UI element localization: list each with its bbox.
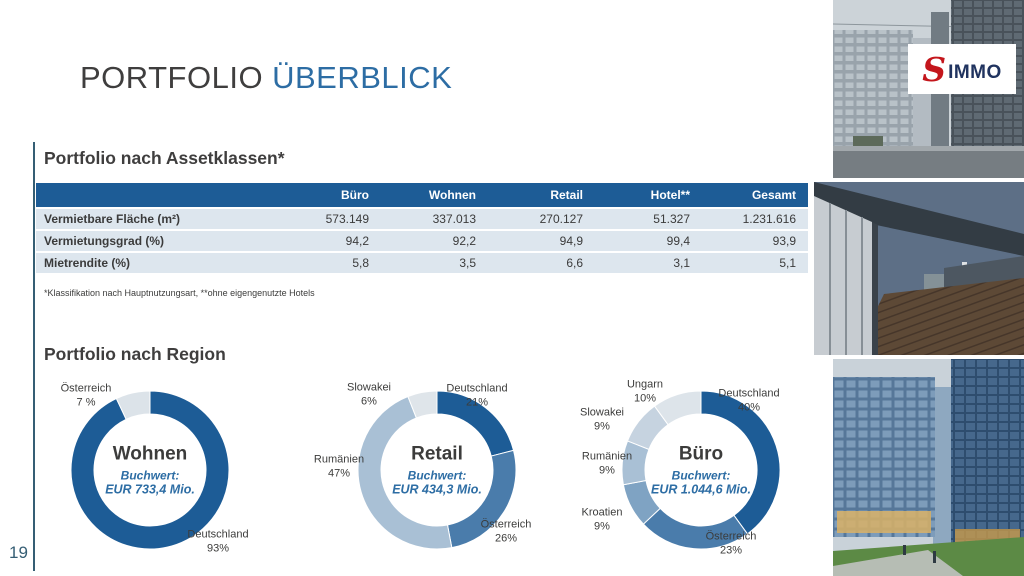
donut-center-wohnen: Wohnen Buchwert: EUR 733,4 Mio. xyxy=(105,444,195,497)
chart-label-text: Österreich xyxy=(480,518,532,531)
page-number: 19 xyxy=(9,543,28,562)
cell-value: 93,9 xyxy=(702,230,808,253)
chart-label-text: Deutschland xyxy=(718,387,780,400)
chart-label-buero-slowakei: Slowakei 9% xyxy=(580,406,624,435)
col-header-wohnen: Wohnen xyxy=(381,183,488,209)
table-row-flaeche: Vermietbare Fläche (m²) 573.149 337.013 … xyxy=(36,208,808,231)
chart-label-text: Österreich xyxy=(60,382,112,395)
col-header-hotel: Hotel** xyxy=(595,183,702,209)
chart-label-pct: 93% xyxy=(206,543,230,555)
chart-label-pct: 9% xyxy=(599,465,615,477)
cell-value: 5,8 xyxy=(274,252,381,275)
chart-label-buero-ungarn: Ungarn 10% xyxy=(627,378,663,407)
cell-value: 51.327 xyxy=(595,208,702,231)
donut-segment-ungarn xyxy=(653,390,702,426)
chart-title: Büro xyxy=(678,443,724,465)
chart-label-buero-deutschland: Deutschland 40% xyxy=(718,387,779,416)
row-label: Vermietbare Fläche (m²) xyxy=(36,208,274,231)
chart-label-buero-oesterreich: Österreich 23% xyxy=(706,530,757,559)
chart-label-text: Kroatien xyxy=(581,506,623,519)
chart-label-retail-deutschland: Deutschland 21% xyxy=(446,382,507,411)
donut-segment-österreich xyxy=(115,390,151,420)
col-header-buero: Büro xyxy=(274,183,381,209)
cell-value: 270.127 xyxy=(488,208,595,231)
cell-value: 92,2 xyxy=(381,230,488,253)
chart-label-buero-kroatien: Kroatien 9% xyxy=(582,506,623,535)
col-header-gesamt: Gesamt xyxy=(702,183,808,209)
assetklassen-table: Büro Wohnen Retail Hotel** Gesamt Vermie… xyxy=(36,183,808,275)
buchwert-label: Buchwert: xyxy=(120,468,180,483)
chart-label-text: Slowakei xyxy=(579,406,625,419)
donut-segment-deutschland xyxy=(70,390,230,550)
chart-label-pct: 23% xyxy=(719,545,743,557)
donut-chart-retail xyxy=(357,390,517,550)
cell-value: 3,5 xyxy=(381,252,488,275)
chart-label-pct: 21% xyxy=(465,397,489,409)
chart-label-text: Deutschland xyxy=(446,382,508,395)
section-title-assetklassen: Portfolio nach Assetklassen* xyxy=(44,148,285,168)
chart-label-text: Österreich xyxy=(705,530,757,543)
logo-s-mark: S xyxy=(922,49,947,89)
buchwert-label: Buchwert: xyxy=(671,468,731,483)
chart-label-pct: 10% xyxy=(633,393,657,405)
chart-label-pct: 47% xyxy=(327,468,351,480)
page-title-main: PORTFOLIO xyxy=(80,60,264,95)
buchwert-value: EUR 733,4 Mio. xyxy=(105,482,195,497)
chart-label-pct: 7 % xyxy=(76,397,96,409)
table-row-vermietungsgrad: Vermietungsgrad (%) 94,2 92,2 94,9 99,4 … xyxy=(36,230,808,253)
cell-value: 94,9 xyxy=(488,230,595,253)
chart-label-buero-rumaenien: Rumänien 9% xyxy=(582,450,632,479)
table-row-mietrendite: Mietrendite (%) 5,8 3,5 6,6 3,1 5,1 xyxy=(36,252,808,275)
donut-segment-rumänien xyxy=(357,395,453,550)
chart-label-retail-slowakei: Slowakei 6% xyxy=(347,381,391,410)
page-title-accent: ÜBERBLICK xyxy=(272,60,453,95)
section-title-region: Portfolio nach Region xyxy=(44,344,226,364)
donut-center-buero: Büro Buchwert: EUR 1.044,6 Mio. xyxy=(651,444,751,497)
buchwert-value: EUR 434,3 Mio. xyxy=(392,482,482,497)
cell-value: 337.013 xyxy=(381,208,488,231)
cell-value: 99,4 xyxy=(595,230,702,253)
cell-value: 6,6 xyxy=(488,252,595,275)
chart-label-pct: 6% xyxy=(361,396,377,408)
photo-terrace xyxy=(814,182,1024,355)
chart-label-pct: 26% xyxy=(494,533,518,545)
chart-label-retail-oesterreich: Österreich 26% xyxy=(481,518,532,547)
chart-title: Wohnen xyxy=(112,443,188,465)
chart-label-text: Rumänien xyxy=(313,453,365,466)
chart-label-wohnen-deutschland: Deutschland 93% xyxy=(187,528,248,557)
photo-glass-buildings xyxy=(833,359,1024,576)
vertical-divider xyxy=(33,142,35,571)
cell-value: 573.149 xyxy=(274,208,381,231)
cell-value: 94,2 xyxy=(274,230,381,253)
chart-label-pct: 9% xyxy=(594,421,610,433)
chart-label-text: Slowakei xyxy=(346,381,392,394)
donut-chart-wohnen xyxy=(70,390,230,550)
buchwert-label: Buchwert: xyxy=(407,468,467,483)
chart-label-text: Rumänien xyxy=(581,450,633,463)
page-title: PORTFOLIO ÜBERBLICK xyxy=(80,60,452,96)
donut-center-retail: Retail Buchwert: EUR 434,3 Mio. xyxy=(392,444,482,497)
chart-label-text: Ungarn xyxy=(626,378,664,391)
donut-segment-slowakei xyxy=(407,390,438,419)
chart-label-wohnen-oesterreich: Österreich 7 % xyxy=(61,382,112,411)
row-label: Mietrendite (%) xyxy=(36,252,274,275)
chart-label-text: Deutschland xyxy=(187,528,249,541)
cell-value: 5,1 xyxy=(702,252,808,275)
chart-label-pct: 9% xyxy=(594,521,610,533)
col-header-retail: Retail xyxy=(488,183,595,209)
logo-wordmark: IMMO xyxy=(948,61,1002,83)
chart-label-retail-rumaenien: Rumänien 47% xyxy=(314,453,364,482)
row-label: Vermietungsgrad (%) xyxy=(36,230,274,253)
chart-label-pct: 40% xyxy=(737,402,761,414)
table-header-row: Büro Wohnen Retail Hotel** Gesamt xyxy=(36,183,808,209)
cell-value: 1.231.616 xyxy=(702,208,808,231)
buchwert-value: EUR 1.044,6 Mio. xyxy=(650,482,752,497)
donut-chart-buero xyxy=(621,390,781,550)
cell-value: 3,1 xyxy=(595,252,702,275)
table-footnote: *Klassifikation nach Hauptnutzungsart, *… xyxy=(44,288,315,298)
simmo-logo: S IMMO xyxy=(908,44,1016,94)
col-header-empty xyxy=(36,183,274,209)
chart-title: Retail xyxy=(411,443,463,465)
